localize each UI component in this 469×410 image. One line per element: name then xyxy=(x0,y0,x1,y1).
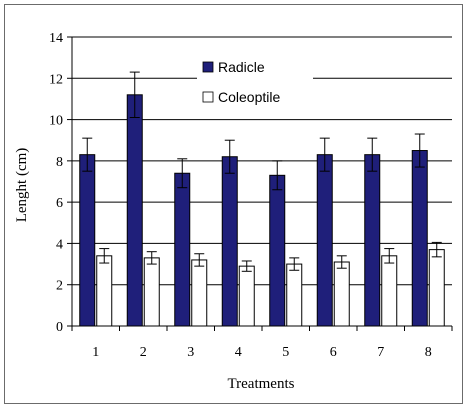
bar-coleoptile-1 xyxy=(96,255,113,327)
x-tick-label-7: 7 xyxy=(377,345,384,360)
legend-swatch-coleoptile xyxy=(202,91,214,103)
legend-label-coleoptile: Coleoptile xyxy=(218,89,280,105)
legend-swatch-radicle xyxy=(202,61,214,73)
bar-coleoptile-8 xyxy=(428,249,445,327)
x-tick-label-6: 6 xyxy=(330,345,337,360)
bar-radicle-5 xyxy=(269,174,286,327)
y-tick-label-0: 0 xyxy=(56,320,63,335)
y-tick-label-10: 10 xyxy=(49,114,63,129)
bar-coleoptile-2 xyxy=(143,257,160,327)
y-tick-label-8: 8 xyxy=(56,155,63,170)
x-tick-label-1: 1 xyxy=(92,345,99,360)
y-tick-label-12: 12 xyxy=(49,72,63,87)
bars xyxy=(79,71,445,327)
x-tick-label-5: 5 xyxy=(282,345,289,360)
bar-coleoptile-4 xyxy=(238,265,255,327)
y-tick-label-6: 6 xyxy=(56,196,63,211)
bar-coleoptile-5 xyxy=(286,263,303,327)
y-tick-label-4: 4 xyxy=(56,237,63,252)
bar-radicle-1 xyxy=(79,154,96,327)
legend-box xyxy=(197,53,313,117)
y-axis-title: Lenght (cm) xyxy=(14,148,30,223)
legend-label-radicle: Radicle xyxy=(218,59,265,75)
bar-radicle-2 xyxy=(126,94,143,327)
x-tick-label-8: 8 xyxy=(425,345,432,360)
y-tick-label-2: 2 xyxy=(56,279,63,294)
bar-coleoptile-7 xyxy=(381,255,398,327)
bar-radicle-4 xyxy=(221,156,238,327)
bar-radicle-3 xyxy=(174,172,191,327)
bar-radicle-8 xyxy=(411,150,428,327)
x-axis-title: Treatments xyxy=(228,376,295,392)
bar-coleoptile-3 xyxy=(191,259,208,327)
y-tick-label-14: 14 xyxy=(49,31,63,46)
bar-coleoptile-6 xyxy=(333,261,350,327)
x-tick-label-2: 2 xyxy=(140,345,147,360)
legend: Radicle Coleoptile xyxy=(197,53,313,117)
bar-radicle-7 xyxy=(364,154,381,327)
x-tick-label-4: 4 xyxy=(235,345,242,360)
bar-radicle-6 xyxy=(316,154,333,327)
x-tick-label-3: 3 xyxy=(187,345,194,360)
